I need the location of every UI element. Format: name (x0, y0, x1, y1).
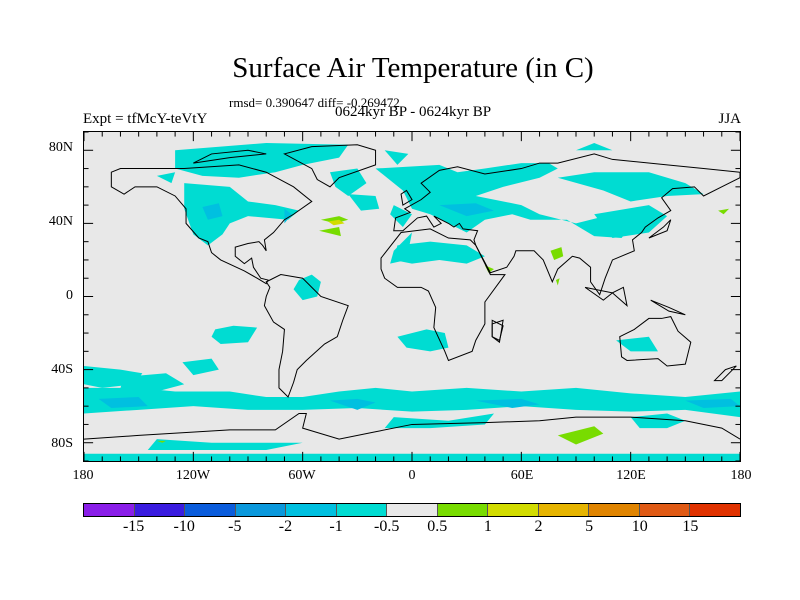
colorbar-label: 5 (585, 518, 594, 535)
anomaly-yellow-region (328, 219, 345, 226)
colorbar-label: -10 (173, 518, 195, 535)
colorbar-box (84, 504, 135, 516)
colorbar-box (134, 504, 186, 516)
lat-label-40n: 40N (48, 214, 73, 229)
colorbar-box (538, 504, 590, 516)
anomaly-green-regions (156, 208, 730, 445)
colorbar (83, 503, 741, 517)
lon-label-0: 0 (408, 468, 416, 483)
experiment-label: Expt = tfMcY-teVtY (83, 111, 208, 127)
lon-label-180e: 180 (730, 468, 752, 483)
temperature-map (84, 132, 740, 461)
colorbar-box (185, 504, 236, 516)
season-label: JJA (718, 111, 741, 127)
map-panel (83, 131, 741, 462)
colorbar-box (589, 504, 640, 516)
lat-label-40s: 40S (51, 362, 73, 377)
coastlines (84, 145, 740, 439)
frame-ticks (84, 132, 740, 461)
colorbar-box (488, 504, 539, 516)
period-subtitle: 0624kyr BP - 0624kyr BP (334, 104, 492, 120)
lon-label-60w: 60W (288, 468, 316, 483)
colorbar-box (286, 504, 337, 516)
lon-label-180w: 180 (72, 468, 94, 483)
colorbar-box (336, 504, 388, 516)
colorbar-label: 15 (682, 518, 699, 535)
lon-label-120e: 120E (616, 468, 646, 483)
colorbar-label: 0.5 (427, 518, 448, 535)
colorbar-label: -1 (329, 518, 343, 535)
colorbar-box (437, 504, 489, 516)
colorbar-label: -0.5 (374, 518, 400, 535)
lat-label-80n: 80N (48, 140, 73, 155)
anomaly-cyan-regions-north (193, 146, 340, 165)
anomaly-blue-regions (98, 203, 740, 410)
colorbar-box (387, 504, 438, 516)
colorbar-box (690, 504, 740, 516)
lat-label-0: 0 (66, 288, 73, 303)
plot-title: Surface Air Temperature (in C) (232, 52, 594, 84)
lon-label-60e: 60E (510, 468, 534, 483)
colorbar-label: 1 (483, 518, 492, 535)
colorbar-box (639, 504, 691, 516)
colorbar-label: 10 (631, 518, 648, 535)
rmsd-diff-stats: rmsd= 0.390647 diff= -0.269472 (229, 95, 400, 110)
colorbar-box (235, 504, 287, 516)
colorbar-label: 2 (534, 518, 543, 535)
lon-label-120w: 120W (175, 468, 211, 483)
colorbar-label: -15 (122, 518, 145, 535)
colorbar-label: -5 (228, 518, 242, 535)
lat-label-80s: 80S (51, 436, 73, 451)
colorbar-label: -2 (278, 518, 293, 535)
